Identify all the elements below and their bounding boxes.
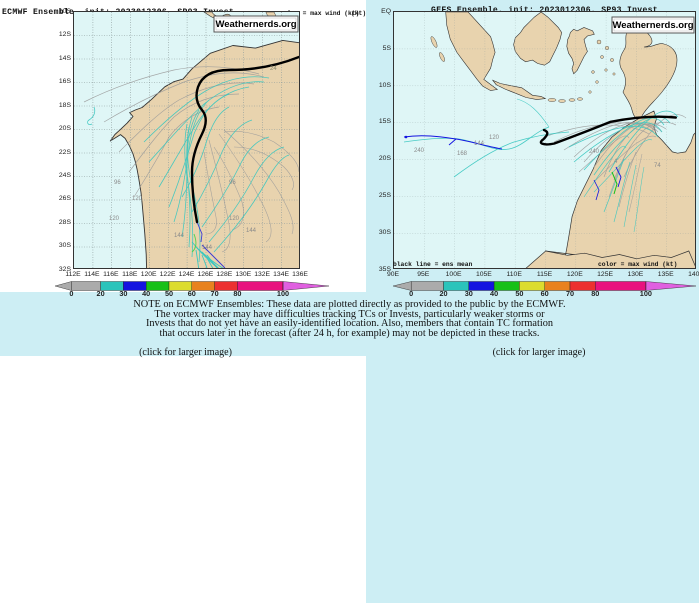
svg-text:144: 144 xyxy=(174,233,185,239)
svg-text:96: 96 xyxy=(114,180,121,186)
svg-text:240: 240 xyxy=(414,148,425,154)
svg-text:144: 144 xyxy=(202,245,213,251)
svg-text:144: 144 xyxy=(246,228,257,234)
svg-text:120: 120 xyxy=(489,135,500,141)
svg-text:96: 96 xyxy=(229,180,236,186)
svg-text:168: 168 xyxy=(457,151,468,157)
svg-text:Weathernerds.org: Weathernerds.org xyxy=(612,20,693,31)
svg-text:24: 24 xyxy=(270,66,277,72)
svg-text:Weathernerds.org: Weathernerds.org xyxy=(215,19,296,30)
svg-text:74: 74 xyxy=(654,163,661,169)
svg-text:120: 120 xyxy=(229,216,240,222)
svg-text:120: 120 xyxy=(132,196,143,202)
svg-text:240: 240 xyxy=(589,149,600,155)
svg-text:144: 144 xyxy=(474,141,485,147)
svg-text:120: 120 xyxy=(109,216,120,222)
